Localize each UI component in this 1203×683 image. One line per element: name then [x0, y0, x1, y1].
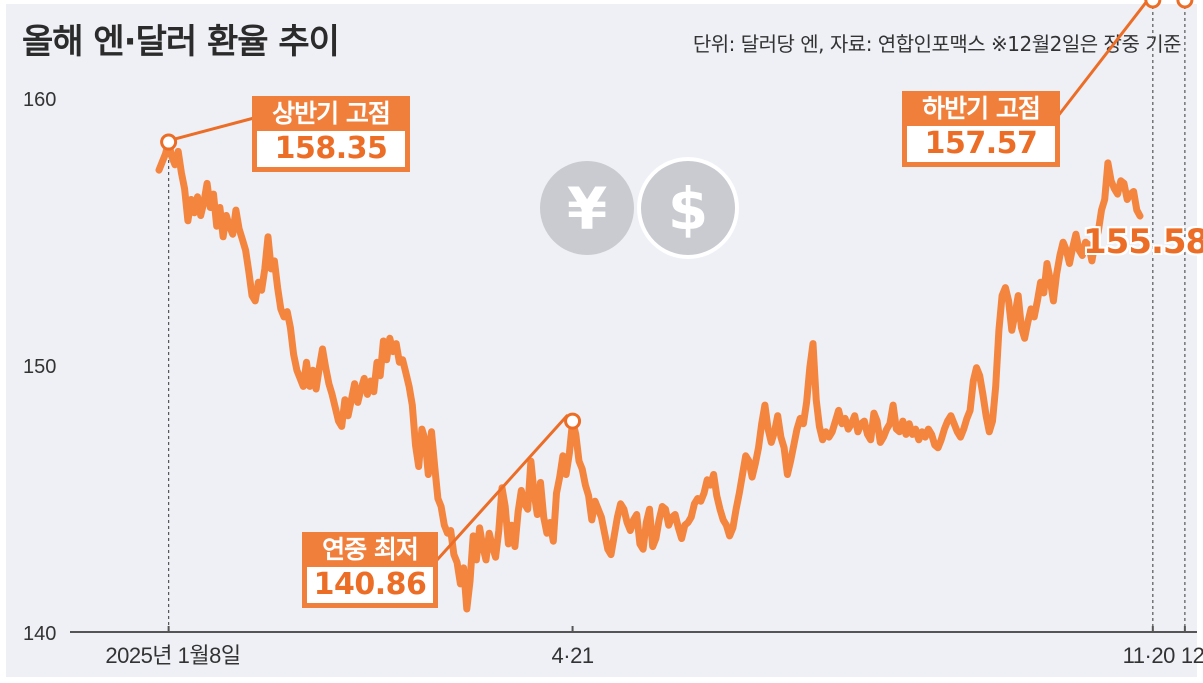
- callout-leader-h1-high: [174, 116, 255, 141]
- callout-h1-high-label: 상반기 고점: [272, 99, 391, 128]
- annotated-point-marker: [160, 133, 178, 151]
- callout-leader-h2-high: [1056, 0, 1150, 117]
- callout-h2-high-label: 하반기 고점: [922, 94, 1041, 123]
- callout-year-low-label: 연중 최저: [322, 535, 419, 564]
- y-tick-label: 140: [23, 623, 56, 645]
- annotated-point-marker: [1144, 0, 1162, 9]
- yen-glyph: ¥: [567, 175, 607, 243]
- x-axis: 2025년 1월8일 4·21 11·20 12·2: [70, 626, 1203, 668]
- dollar-coin-icon: $: [637, 157, 739, 259]
- x-tick-label: 12·2: [1181, 643, 1203, 668]
- callout-leader-year-low: [435, 414, 569, 562]
- yen-coin-icon: ¥: [540, 161, 634, 255]
- latest-value-label: 155.58: [1083, 222, 1203, 262]
- exchange-rate-line: [155, 138, 1144, 613]
- unit-source-note: 단위: 달러당 엔, 자료: 연합인포맥스 ※12월2일은 장중 기준: [692, 32, 1182, 56]
- callout-h2-high: 하반기 고점 157.57: [902, 91, 1060, 167]
- x-tick-label: 11·20: [1123, 643, 1175, 668]
- guide-lines: [168, 0, 1186, 632]
- currency-coins: ¥ $: [540, 157, 739, 259]
- chart-title: 올해 엔·달러 환율 추이: [22, 22, 340, 62]
- callout-h2-high-value: 157.57: [907, 126, 1055, 162]
- callout-h1-high: 상반기 고점 158.35: [252, 96, 410, 172]
- annotated-point-marker: [564, 412, 582, 430]
- x-tick-label: 2025년 1월8일: [105, 643, 240, 668]
- callout-h1-high-value: 158.35: [257, 131, 405, 167]
- y-tick-label: 150: [23, 356, 56, 378]
- y-tick-label: 160: [23, 89, 56, 111]
- callout-year-low: 연중 최저 140.86: [302, 532, 438, 608]
- dollar-glyph: $: [668, 175, 708, 243]
- callout-year-low-value: 140.86: [307, 567, 433, 603]
- annotated-point-marker: [1176, 0, 1194, 9]
- x-tick-label: 4·21: [552, 643, 594, 668]
- point-markers: [160, 0, 1194, 430]
- y-axis: 160 150 140: [23, 89, 56, 645]
